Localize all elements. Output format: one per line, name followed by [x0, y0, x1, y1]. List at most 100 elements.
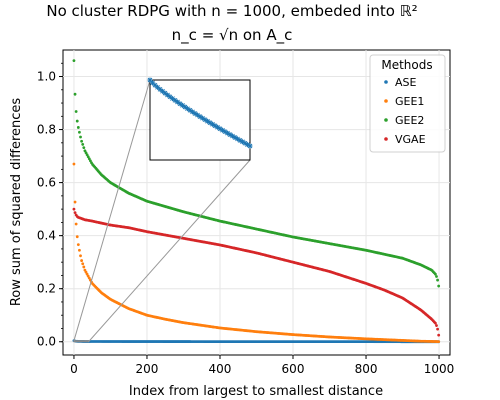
data-point [82, 265, 86, 269]
x-axis-label: Index from largest to smallest distance [129, 384, 383, 399]
x-tick-label: 400 [209, 362, 232, 376]
data-point [434, 321, 437, 325]
inset-mark [167, 94, 173, 100]
legend-box [369, 54, 446, 153]
legend-label: VGAE [395, 133, 426, 146]
inset-mark [210, 121, 215, 127]
inset-point [152, 82, 158, 88]
y-tick-label: 0.8 [37, 123, 56, 137]
data-point [79, 254, 82, 258]
y-axis-label: Row sum of squared differences [9, 98, 24, 307]
inset-mark [237, 137, 243, 143]
legend-label: GEE2 [395, 114, 424, 127]
chart-title-line1: No cluster RDPG with n = 1000, embeded i… [46, 2, 417, 20]
data-point [78, 130, 81, 134]
inset-mark [147, 77, 153, 83]
inset-mark [192, 111, 198, 116]
data-point [436, 278, 439, 282]
series-gee2 [72, 59, 441, 288]
data-point [81, 143, 85, 146]
x-tick-label: 200 [136, 362, 159, 376]
data-point [435, 324, 438, 327]
legend-marker [384, 99, 388, 103]
inset-mark [230, 133, 235, 139]
inset-mark [205, 118, 210, 124]
inset-mark [162, 90, 168, 96]
inset-mark [180, 103, 185, 108]
inset-mark [235, 136, 240, 142]
inset-mark [172, 97, 178, 103]
data-point [81, 262, 85, 266]
inset-point [175, 99, 180, 105]
inset-mark [170, 96, 175, 101]
series-vgae [72, 207, 441, 337]
legend-label: GEE1 [395, 95, 424, 108]
legend-marker [384, 118, 388, 122]
series-ase [72, 339, 441, 344]
inset-mark [247, 143, 253, 149]
data-point [437, 284, 441, 288]
data-point [437, 333, 441, 337]
inset-connector [73, 79, 151, 341]
inset-mark [175, 99, 180, 105]
data-point [72, 59, 76, 63]
data-point [82, 146, 86, 150]
data-point [80, 139, 84, 143]
x-tick-label: 600 [282, 362, 305, 376]
data-point [80, 259, 84, 262]
legend: Methods ASE GEE1 GEE2 VGAE [369, 54, 446, 153]
x-tick-label: 0 [70, 362, 78, 376]
x-tick-label: 1000 [424, 362, 455, 376]
data-point [76, 243, 80, 247]
y-axis-ticks: 0.0 0.2 0.4 0.6 0.8 1.0 [37, 62, 63, 349]
data-point [76, 126, 80, 129]
series-layer [72, 59, 441, 344]
data-point [75, 235, 79, 239]
chart-title-line2: n_c = √n on A_c [172, 26, 293, 45]
inset-mark [177, 101, 183, 107]
y-tick-label: 0.0 [37, 335, 56, 349]
inset-mark [215, 124, 220, 130]
inset-mark [182, 104, 188, 110]
inset-mark [242, 140, 248, 146]
inset-mark [160, 88, 165, 94]
inset-mark [155, 84, 160, 90]
data-point [74, 110, 78, 113]
data-point [434, 272, 437, 276]
inset-mark [200, 115, 205, 121]
data-point [73, 211, 77, 215]
inset-mark [240, 139, 245, 145]
inset-mark [217, 126, 223, 132]
y-tick-label: 0.6 [37, 176, 56, 190]
inset-connector [88, 159, 251, 343]
legend-item-gee2: GEE2 [384, 114, 424, 127]
legend-item-vgae: VGAE [384, 133, 426, 146]
inset-mark [232, 135, 238, 140]
data-point [73, 200, 77, 204]
inset-mark [150, 80, 155, 86]
legend-item-ase: ASE [384, 76, 417, 89]
inset-mark [225, 130, 230, 136]
inset-point [247, 143, 253, 149]
data-point [72, 162, 76, 166]
data-point [79, 135, 82, 139]
inset-mark [197, 114, 203, 119]
x-tick-label: 800 [355, 362, 378, 376]
data-point [435, 275, 438, 278]
inset-mark [220, 127, 225, 133]
y-tick-label: 0.2 [37, 282, 56, 296]
y-tick-label: 1.0 [37, 70, 56, 84]
legend-item-gee1: GEE1 [384, 95, 424, 108]
series-gee1 [72, 162, 441, 344]
x-axis-ticks: 0 200 400 600 800 1000 [70, 355, 454, 376]
inset-mark [185, 106, 190, 112]
data-point [74, 222, 78, 226]
data-point [75, 119, 79, 123]
data-point [72, 207, 76, 211]
data-point [436, 327, 439, 331]
inset-mark [212, 123, 218, 129]
inset-mark [152, 82, 158, 88]
data-point [73, 92, 77, 96]
inset-mark [190, 109, 195, 115]
